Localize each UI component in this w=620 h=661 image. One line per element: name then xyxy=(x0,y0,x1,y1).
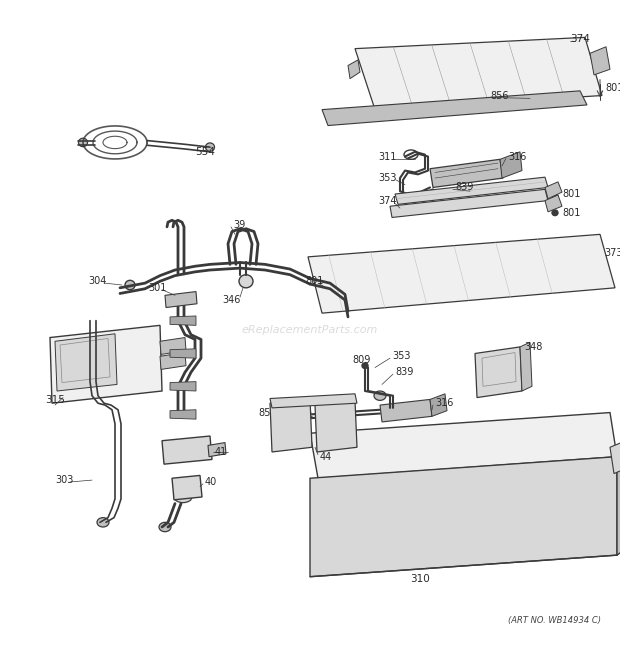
Polygon shape xyxy=(315,401,357,452)
Text: 353: 353 xyxy=(378,173,397,183)
Polygon shape xyxy=(348,60,360,79)
Polygon shape xyxy=(208,443,226,457)
Ellipse shape xyxy=(194,447,206,457)
Ellipse shape xyxy=(174,491,192,502)
Text: 856: 856 xyxy=(490,91,508,100)
Text: 554: 554 xyxy=(195,147,215,157)
Ellipse shape xyxy=(362,363,368,368)
Polygon shape xyxy=(545,182,562,199)
Polygon shape xyxy=(50,325,162,403)
Ellipse shape xyxy=(552,210,558,215)
Text: 310: 310 xyxy=(410,574,430,584)
Polygon shape xyxy=(55,334,117,391)
Polygon shape xyxy=(160,338,186,354)
Text: 809: 809 xyxy=(352,355,370,365)
Polygon shape xyxy=(310,457,617,576)
Ellipse shape xyxy=(165,442,185,459)
Polygon shape xyxy=(270,399,312,452)
Text: 41: 41 xyxy=(215,447,228,457)
Text: 346: 346 xyxy=(222,295,241,305)
Polygon shape xyxy=(590,47,610,75)
Ellipse shape xyxy=(187,440,203,454)
Polygon shape xyxy=(308,235,615,313)
Text: 801: 801 xyxy=(305,276,324,286)
Polygon shape xyxy=(270,394,357,408)
Text: 301: 301 xyxy=(148,283,166,293)
Ellipse shape xyxy=(159,522,171,531)
Polygon shape xyxy=(500,152,522,178)
Text: 311: 311 xyxy=(378,151,396,161)
Text: 44: 44 xyxy=(320,451,332,461)
Ellipse shape xyxy=(552,194,558,200)
Polygon shape xyxy=(170,381,196,391)
Text: 839: 839 xyxy=(455,182,474,192)
Polygon shape xyxy=(380,399,432,422)
Ellipse shape xyxy=(125,280,135,290)
Ellipse shape xyxy=(317,283,323,289)
Ellipse shape xyxy=(239,275,253,288)
Polygon shape xyxy=(322,91,587,126)
Text: 839: 839 xyxy=(395,368,414,377)
Text: 801: 801 xyxy=(605,83,620,93)
Text: 856: 856 xyxy=(258,408,277,418)
Polygon shape xyxy=(610,440,620,473)
Text: eReplacementParts.com: eReplacementParts.com xyxy=(242,325,378,335)
Text: 304: 304 xyxy=(88,276,107,286)
Polygon shape xyxy=(430,159,503,188)
Text: 374: 374 xyxy=(378,196,397,206)
Ellipse shape xyxy=(79,138,87,147)
Text: 315: 315 xyxy=(45,395,65,405)
Text: 316: 316 xyxy=(435,398,453,408)
Polygon shape xyxy=(395,177,548,204)
Text: 353: 353 xyxy=(392,351,410,362)
Polygon shape xyxy=(355,38,602,110)
Polygon shape xyxy=(170,316,196,325)
Text: 316: 316 xyxy=(508,151,526,161)
Polygon shape xyxy=(430,394,447,416)
Ellipse shape xyxy=(205,143,215,151)
Polygon shape xyxy=(310,412,617,478)
Polygon shape xyxy=(170,349,196,358)
Polygon shape xyxy=(160,352,186,369)
Polygon shape xyxy=(475,347,522,397)
Text: 801: 801 xyxy=(562,208,580,217)
Polygon shape xyxy=(520,342,532,391)
Text: 39: 39 xyxy=(233,220,246,230)
Text: 40: 40 xyxy=(205,477,217,487)
Text: 348: 348 xyxy=(524,342,542,352)
Polygon shape xyxy=(617,447,620,555)
Ellipse shape xyxy=(97,518,109,527)
Polygon shape xyxy=(545,195,562,212)
Polygon shape xyxy=(170,410,196,419)
Text: 374: 374 xyxy=(570,34,590,44)
Text: 303: 303 xyxy=(55,475,73,485)
Ellipse shape xyxy=(374,391,386,401)
Polygon shape xyxy=(390,189,548,217)
Polygon shape xyxy=(162,436,212,464)
Text: 373: 373 xyxy=(604,248,620,258)
Polygon shape xyxy=(172,475,202,500)
Polygon shape xyxy=(165,292,197,307)
Text: 801: 801 xyxy=(562,189,580,199)
Text: (ART NO. WB14934 C): (ART NO. WB14934 C) xyxy=(508,616,601,625)
